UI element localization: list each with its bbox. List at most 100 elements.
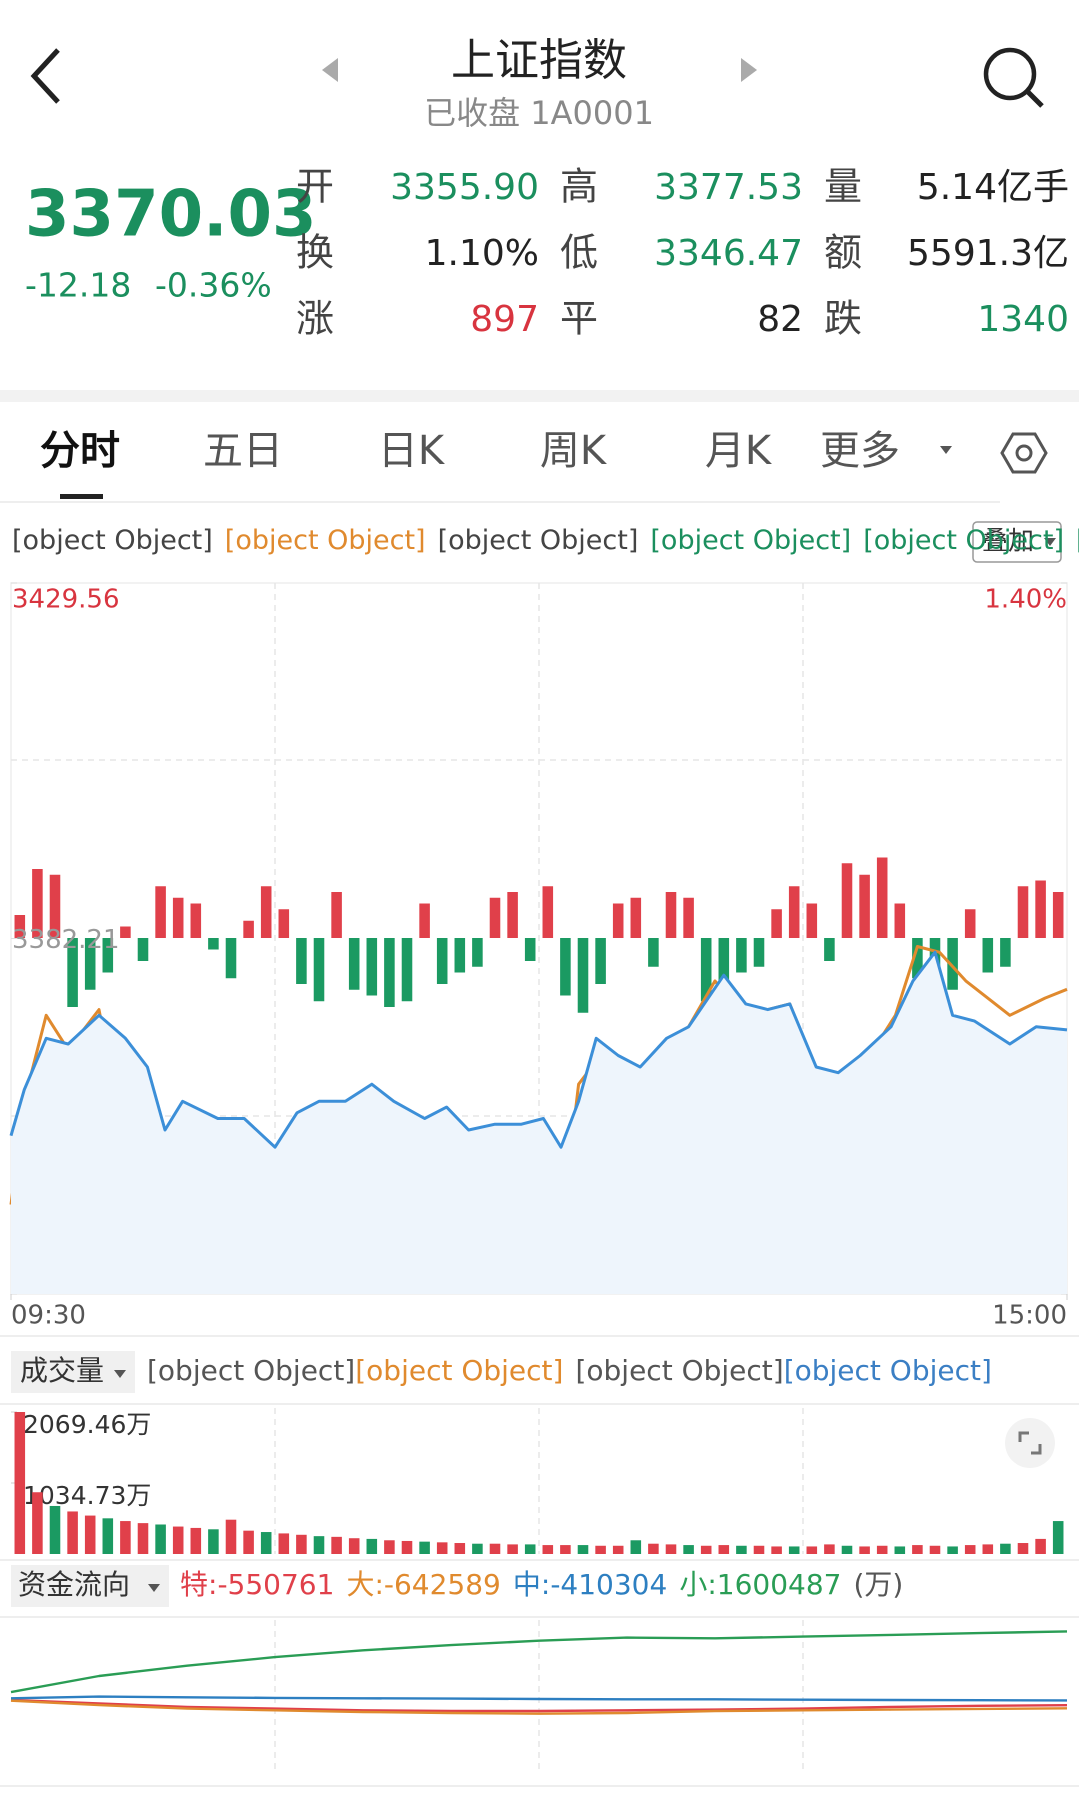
- price-change-pct: -0.36%: [155, 266, 272, 305]
- field-label: 开: [296, 165, 334, 209]
- settings-button[interactable]: [1000, 432, 1048, 474]
- bar: [665, 1544, 677, 1554]
- bar: [912, 938, 923, 979]
- tab[interactable]: 月K: [705, 428, 773, 474]
- bar: [384, 938, 395, 1007]
- bar: [700, 1545, 712, 1554]
- bar: [489, 1543, 501, 1554]
- bar: [859, 874, 870, 938]
- bar: [612, 903, 624, 938]
- expand-icon: [1005, 1418, 1055, 1468]
- bar: [137, 1523, 149, 1554]
- search-icon: [1025, 89, 1044, 108]
- bar: [331, 1536, 342, 1554]
- bar: [1000, 938, 1011, 967]
- dropdown-arrow: [148, 1584, 160, 1592]
- tab[interactable]: 分时: [40, 428, 120, 474]
- fund-selector-label: 资金流向: [18, 1568, 130, 1601]
- bar: [1017, 1543, 1029, 1554]
- bar: [753, 938, 765, 967]
- field-value: 1.10%: [425, 233, 539, 274]
- bar: [489, 897, 501, 938]
- prev-button[interactable]: [322, 58, 338, 82]
- bar: [84, 1515, 96, 1554]
- volume-selector[interactable]: [11, 1351, 135, 1393]
- bar: [648, 1543, 659, 1554]
- bar: [595, 1545, 606, 1554]
- bar: [771, 1546, 782, 1554]
- dropdown-arrow: [114, 1370, 126, 1378]
- bar: [102, 938, 114, 973]
- bar: [454, 1543, 466, 1554]
- field-value: 897: [470, 299, 539, 340]
- bar: [278, 909, 290, 938]
- bar: [49, 1505, 61, 1554]
- bar: [806, 903, 818, 938]
- bar: [472, 1543, 483, 1554]
- y2-tick-label: 1.40%: [984, 585, 1067, 615]
- y-tick-label: 1034.73万: [23, 1481, 151, 1510]
- bar: [225, 1519, 237, 1554]
- field-label: 额: [824, 231, 862, 275]
- bar: [32, 1492, 43, 1554]
- field-value: 5591.3亿: [907, 233, 1069, 274]
- bar: [67, 938, 78, 1007]
- bar: [577, 938, 589, 1013]
- field-value: 5.14亿手: [917, 167, 1069, 208]
- settings-icon: [1000, 432, 1048, 474]
- next-button[interactable]: [741, 58, 757, 82]
- bar: [736, 938, 747, 973]
- bar: [542, 886, 554, 938]
- fund-flow-label: 大:: [346, 1568, 383, 1601]
- bar: [14, 915, 26, 938]
- bar: [560, 1545, 571, 1554]
- bar: [32, 869, 43, 938]
- bar: [172, 897, 184, 938]
- bar: [964, 909, 976, 938]
- bar: [49, 874, 61, 938]
- bar: [577, 1545, 589, 1554]
- bar: [436, 1542, 448, 1554]
- bar: [243, 920, 254, 938]
- fund-selector[interactable]: [11, 1565, 169, 1607]
- bar: [1035, 1538, 1046, 1554]
- search-button[interactable]: [983, 47, 1044, 108]
- overlay-label: 叠加: [982, 527, 1034, 557]
- bar: [964, 1545, 976, 1554]
- info-item: [object Object]: [863, 525, 1064, 556]
- bar: [120, 926, 131, 938]
- bar: [524, 1544, 536, 1554]
- bar: [1035, 880, 1046, 938]
- tab[interactable]: 五日: [203, 428, 283, 474]
- tab[interactable]: 更多: [820, 428, 900, 474]
- volume-info-item: [object Object]: [575, 1354, 783, 1387]
- tab[interactable]: 周K: [540, 428, 608, 474]
- bar: [208, 938, 219, 950]
- y-tick-label: 3382.21: [12, 925, 120, 955]
- bar: [137, 938, 149, 961]
- bar: [1052, 892, 1064, 938]
- overlay-button[interactable]: [972, 521, 1062, 563]
- tab[interactable]: 日K: [378, 428, 446, 474]
- bar: [454, 938, 466, 973]
- bar: [67, 1511, 78, 1554]
- field-label: 量: [824, 165, 862, 209]
- bar: [876, 1545, 888, 1554]
- bar: [331, 892, 342, 938]
- field-label: 跌: [824, 297, 862, 341]
- bar: [700, 938, 712, 1002]
- bar: [824, 1544, 835, 1554]
- field-label: 平: [560, 297, 598, 341]
- bar: [736, 1545, 747, 1554]
- page-title: 上证指数: [451, 35, 627, 86]
- unit-note: (万): [853, 1568, 903, 1601]
- bar: [683, 897, 694, 938]
- field-label: 高: [560, 165, 598, 209]
- expand-button[interactable]: [1005, 1418, 1055, 1468]
- bar: [401, 1540, 413, 1554]
- volume-selector-label: 成交量: [20, 1354, 104, 1387]
- bar: [630, 1540, 642, 1554]
- back-button[interactable]: [30, 48, 60, 104]
- dropdown-arrow: [940, 446, 952, 454]
- volume-info-item: [object Object]: [784, 1354, 992, 1387]
